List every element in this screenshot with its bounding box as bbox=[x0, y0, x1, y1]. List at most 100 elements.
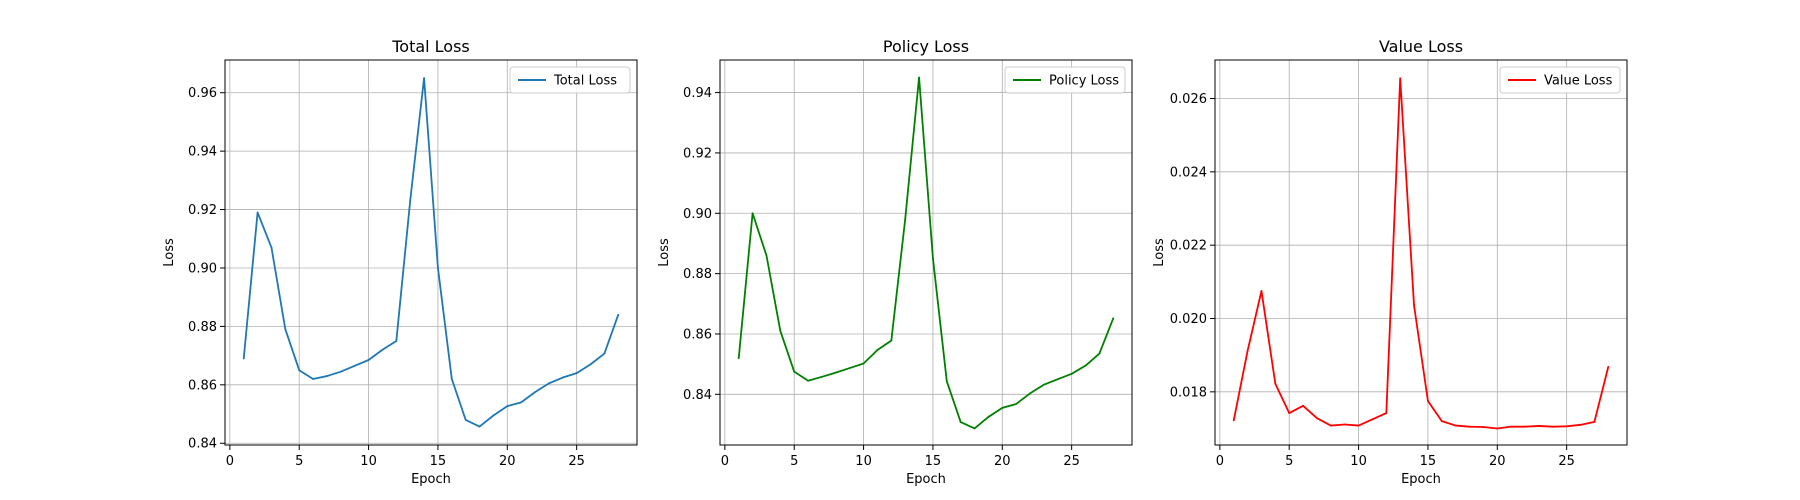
data-point bbox=[1579, 423, 1582, 426]
y-tick-label: 0.022 bbox=[1170, 239, 1207, 254]
y-tick-label: 0.94 bbox=[188, 145, 217, 160]
x-tick-label: 15 bbox=[925, 454, 942, 469]
data-point bbox=[1399, 77, 1402, 80]
data-point bbox=[1056, 378, 1059, 381]
x-tick-label: 10 bbox=[360, 454, 377, 469]
data-point bbox=[423, 77, 425, 80]
y-tick-label: 0.92 bbox=[188, 203, 217, 218]
legend-box bbox=[1499, 66, 1621, 94]
data-point bbox=[1565, 425, 1568, 428]
data-point bbox=[548, 382, 550, 385]
data-point bbox=[1084, 364, 1087, 367]
data-point bbox=[737, 357, 740, 360]
x-tick-label: 10 bbox=[1350, 454, 1367, 469]
data-point bbox=[1371, 418, 1374, 421]
x-tick-label: 5 bbox=[790, 454, 798, 469]
data-point bbox=[1260, 290, 1263, 292]
chart-title: Value Loss bbox=[1379, 37, 1463, 56]
x-tick-label: 20 bbox=[499, 454, 516, 469]
legend-box bbox=[1004, 66, 1126, 94]
data-point bbox=[1510, 425, 1513, 428]
data-point bbox=[575, 372, 578, 375]
data-point bbox=[904, 218, 907, 221]
data-point bbox=[1468, 425, 1471, 428]
x-tick-label: 0 bbox=[226, 454, 234, 469]
y-tick-label: 0.96 bbox=[188, 86, 217, 101]
data-point bbox=[1329, 424, 1332, 427]
data-point bbox=[1029, 392, 1031, 395]
x-tick-label: 5 bbox=[1285, 454, 1293, 469]
data-point bbox=[1098, 352, 1101, 355]
y-tick-label: 0.026 bbox=[1170, 92, 1207, 107]
data-point bbox=[409, 199, 412, 202]
chart-total: 0 5 10 15 20 25 0.84 0.86 0.88 0.90 0.92 0.94 0.96 To… bbox=[162, 37, 638, 487]
data-point bbox=[862, 362, 865, 365]
data-point bbox=[1070, 372, 1073, 375]
data-point bbox=[973, 427, 976, 430]
data-point bbox=[1607, 366, 1610, 368]
y-tick-label: 0.86 bbox=[683, 327, 712, 342]
data-point bbox=[987, 416, 990, 418]
data-point bbox=[834, 371, 837, 374]
data-point bbox=[1538, 425, 1540, 427]
chart-title: Policy Loss bbox=[883, 37, 969, 56]
series-line-policy bbox=[737, 76, 1115, 430]
y-tick-label: 0.94 bbox=[683, 86, 712, 101]
data-point bbox=[779, 330, 782, 332]
y-axis-label: Loss bbox=[162, 238, 177, 267]
data-point bbox=[492, 414, 495, 417]
data-point bbox=[561, 376, 564, 379]
data-point bbox=[326, 375, 328, 377]
x-tick-label: 10 bbox=[855, 454, 872, 469]
y-tick-label: 0.90 bbox=[188, 261, 217, 276]
data-point bbox=[793, 370, 796, 373]
data-point bbox=[367, 359, 370, 361]
y-tick-label: 0.92 bbox=[683, 146, 712, 161]
data-point bbox=[1593, 421, 1596, 423]
data-point bbox=[270, 246, 273, 249]
data-point bbox=[464, 418, 467, 421]
y-tick-label: 0.88 bbox=[188, 320, 217, 335]
data-point bbox=[312, 378, 314, 380]
data-point bbox=[478, 425, 481, 428]
data-point bbox=[603, 352, 606, 355]
data-point bbox=[751, 212, 754, 215]
y-tick-label: 0.024 bbox=[1170, 165, 1207, 180]
x-axis-label: Epoch bbox=[411, 472, 451, 487]
plot-frame bbox=[224, 59, 638, 446]
y-axis-label: Loss bbox=[1152, 238, 1167, 267]
legend-label: Total Loss bbox=[553, 74, 617, 89]
data-point bbox=[1112, 317, 1115, 320]
data-point bbox=[589, 363, 592, 366]
data-point bbox=[1427, 400, 1429, 402]
x-tick-label: 15 bbox=[430, 454, 447, 469]
series-line-value bbox=[1232, 77, 1610, 430]
data-point bbox=[242, 357, 245, 360]
data-point bbox=[1043, 383, 1045, 386]
chart-value: 0 5 10 15 20 25 0.018 0.020 0.022 0.024 0.026 Value… bbox=[1152, 37, 1628, 487]
data-point bbox=[353, 364, 356, 367]
data-point bbox=[1413, 304, 1415, 307]
x-tick-label: 25 bbox=[1558, 454, 1575, 469]
x-tick-label: 0 bbox=[1216, 454, 1224, 469]
y-tick-label: 0.018 bbox=[1170, 385, 1207, 400]
data-point bbox=[890, 339, 893, 342]
data-point bbox=[1524, 425, 1526, 428]
plot-frame bbox=[1214, 59, 1628, 446]
data-point bbox=[1246, 349, 1249, 352]
x-axis-label: Epoch bbox=[1401, 472, 1441, 487]
y-tick-label: 0.88 bbox=[683, 267, 712, 282]
chart-title: Total Loss bbox=[391, 37, 470, 56]
data-point bbox=[256, 211, 259, 214]
data-point bbox=[1482, 426, 1485, 428]
data-point bbox=[876, 349, 879, 351]
data-point bbox=[1385, 412, 1388, 414]
data-point bbox=[298, 369, 301, 372]
data-point bbox=[1288, 412, 1291, 414]
y-tick-label: 0.86 bbox=[188, 378, 217, 393]
data-point bbox=[1454, 424, 1457, 427]
data-point bbox=[1357, 424, 1360, 427]
data-point bbox=[339, 370, 342, 373]
legend-label: Value Loss bbox=[1544, 74, 1613, 89]
